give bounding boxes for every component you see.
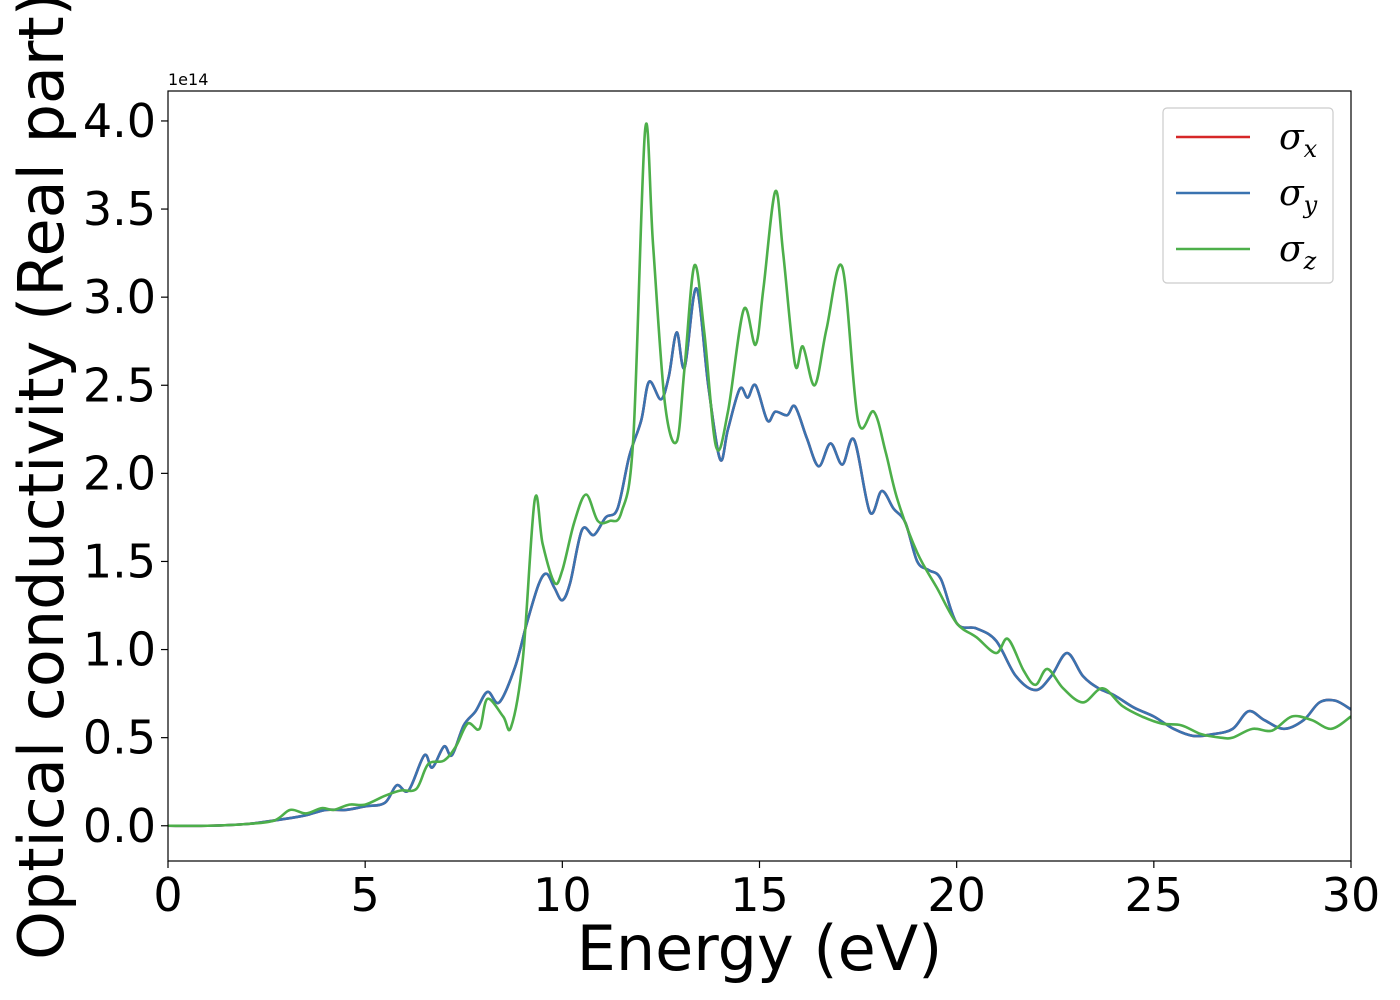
legend-label-x: σx bbox=[1279, 117, 1318, 163]
x-tick-label: 10 bbox=[533, 868, 592, 922]
y-tick-label: 4.0 bbox=[83, 94, 156, 148]
x-tick-label: 25 bbox=[1125, 868, 1184, 922]
y-tick-label: 1.5 bbox=[83, 534, 156, 588]
y-tick-label: 2.0 bbox=[83, 446, 156, 500]
legend-entries: σx σy σz bbox=[1176, 117, 1318, 275]
y-offset-label: 1e14 bbox=[168, 70, 208, 89]
y-tick-label: 0.0 bbox=[83, 799, 156, 853]
y-axis-title: Optical conductivity (Real part) bbox=[5, 0, 78, 960]
y-tick-label: 3.0 bbox=[83, 270, 156, 324]
series-line-z bbox=[168, 122, 1351, 828]
y-tick-label: 2.5 bbox=[83, 358, 156, 412]
x-axis: 0 5 10 15 20 25 30 bbox=[153, 861, 1380, 922]
legend: σx σy σz bbox=[1162, 107, 1334, 284]
x-tick-label: 30 bbox=[1322, 868, 1381, 922]
legend-box bbox=[1162, 107, 1334, 284]
x-tick-label: 15 bbox=[730, 868, 789, 922]
y-tick-label: 1.0 bbox=[83, 623, 156, 677]
legend-label-z: σz bbox=[1279, 229, 1317, 275]
x-tick-label: 5 bbox=[351, 868, 380, 922]
y-axis: 0.0 0.5 1.0 1.5 2.0 2.5 3.0 3.5 4.0 bbox=[83, 94, 168, 853]
y-tick-label: 3.5 bbox=[83, 182, 156, 236]
x-axis-title: Energy (eV) bbox=[577, 912, 943, 985]
legend-label-y: σy bbox=[1279, 173, 1318, 219]
x-tick-label: 20 bbox=[927, 868, 986, 922]
y-tick-label: 0.5 bbox=[83, 711, 156, 765]
x-tick-label: 0 bbox=[153, 868, 182, 922]
series-layer bbox=[168, 122, 1351, 828]
